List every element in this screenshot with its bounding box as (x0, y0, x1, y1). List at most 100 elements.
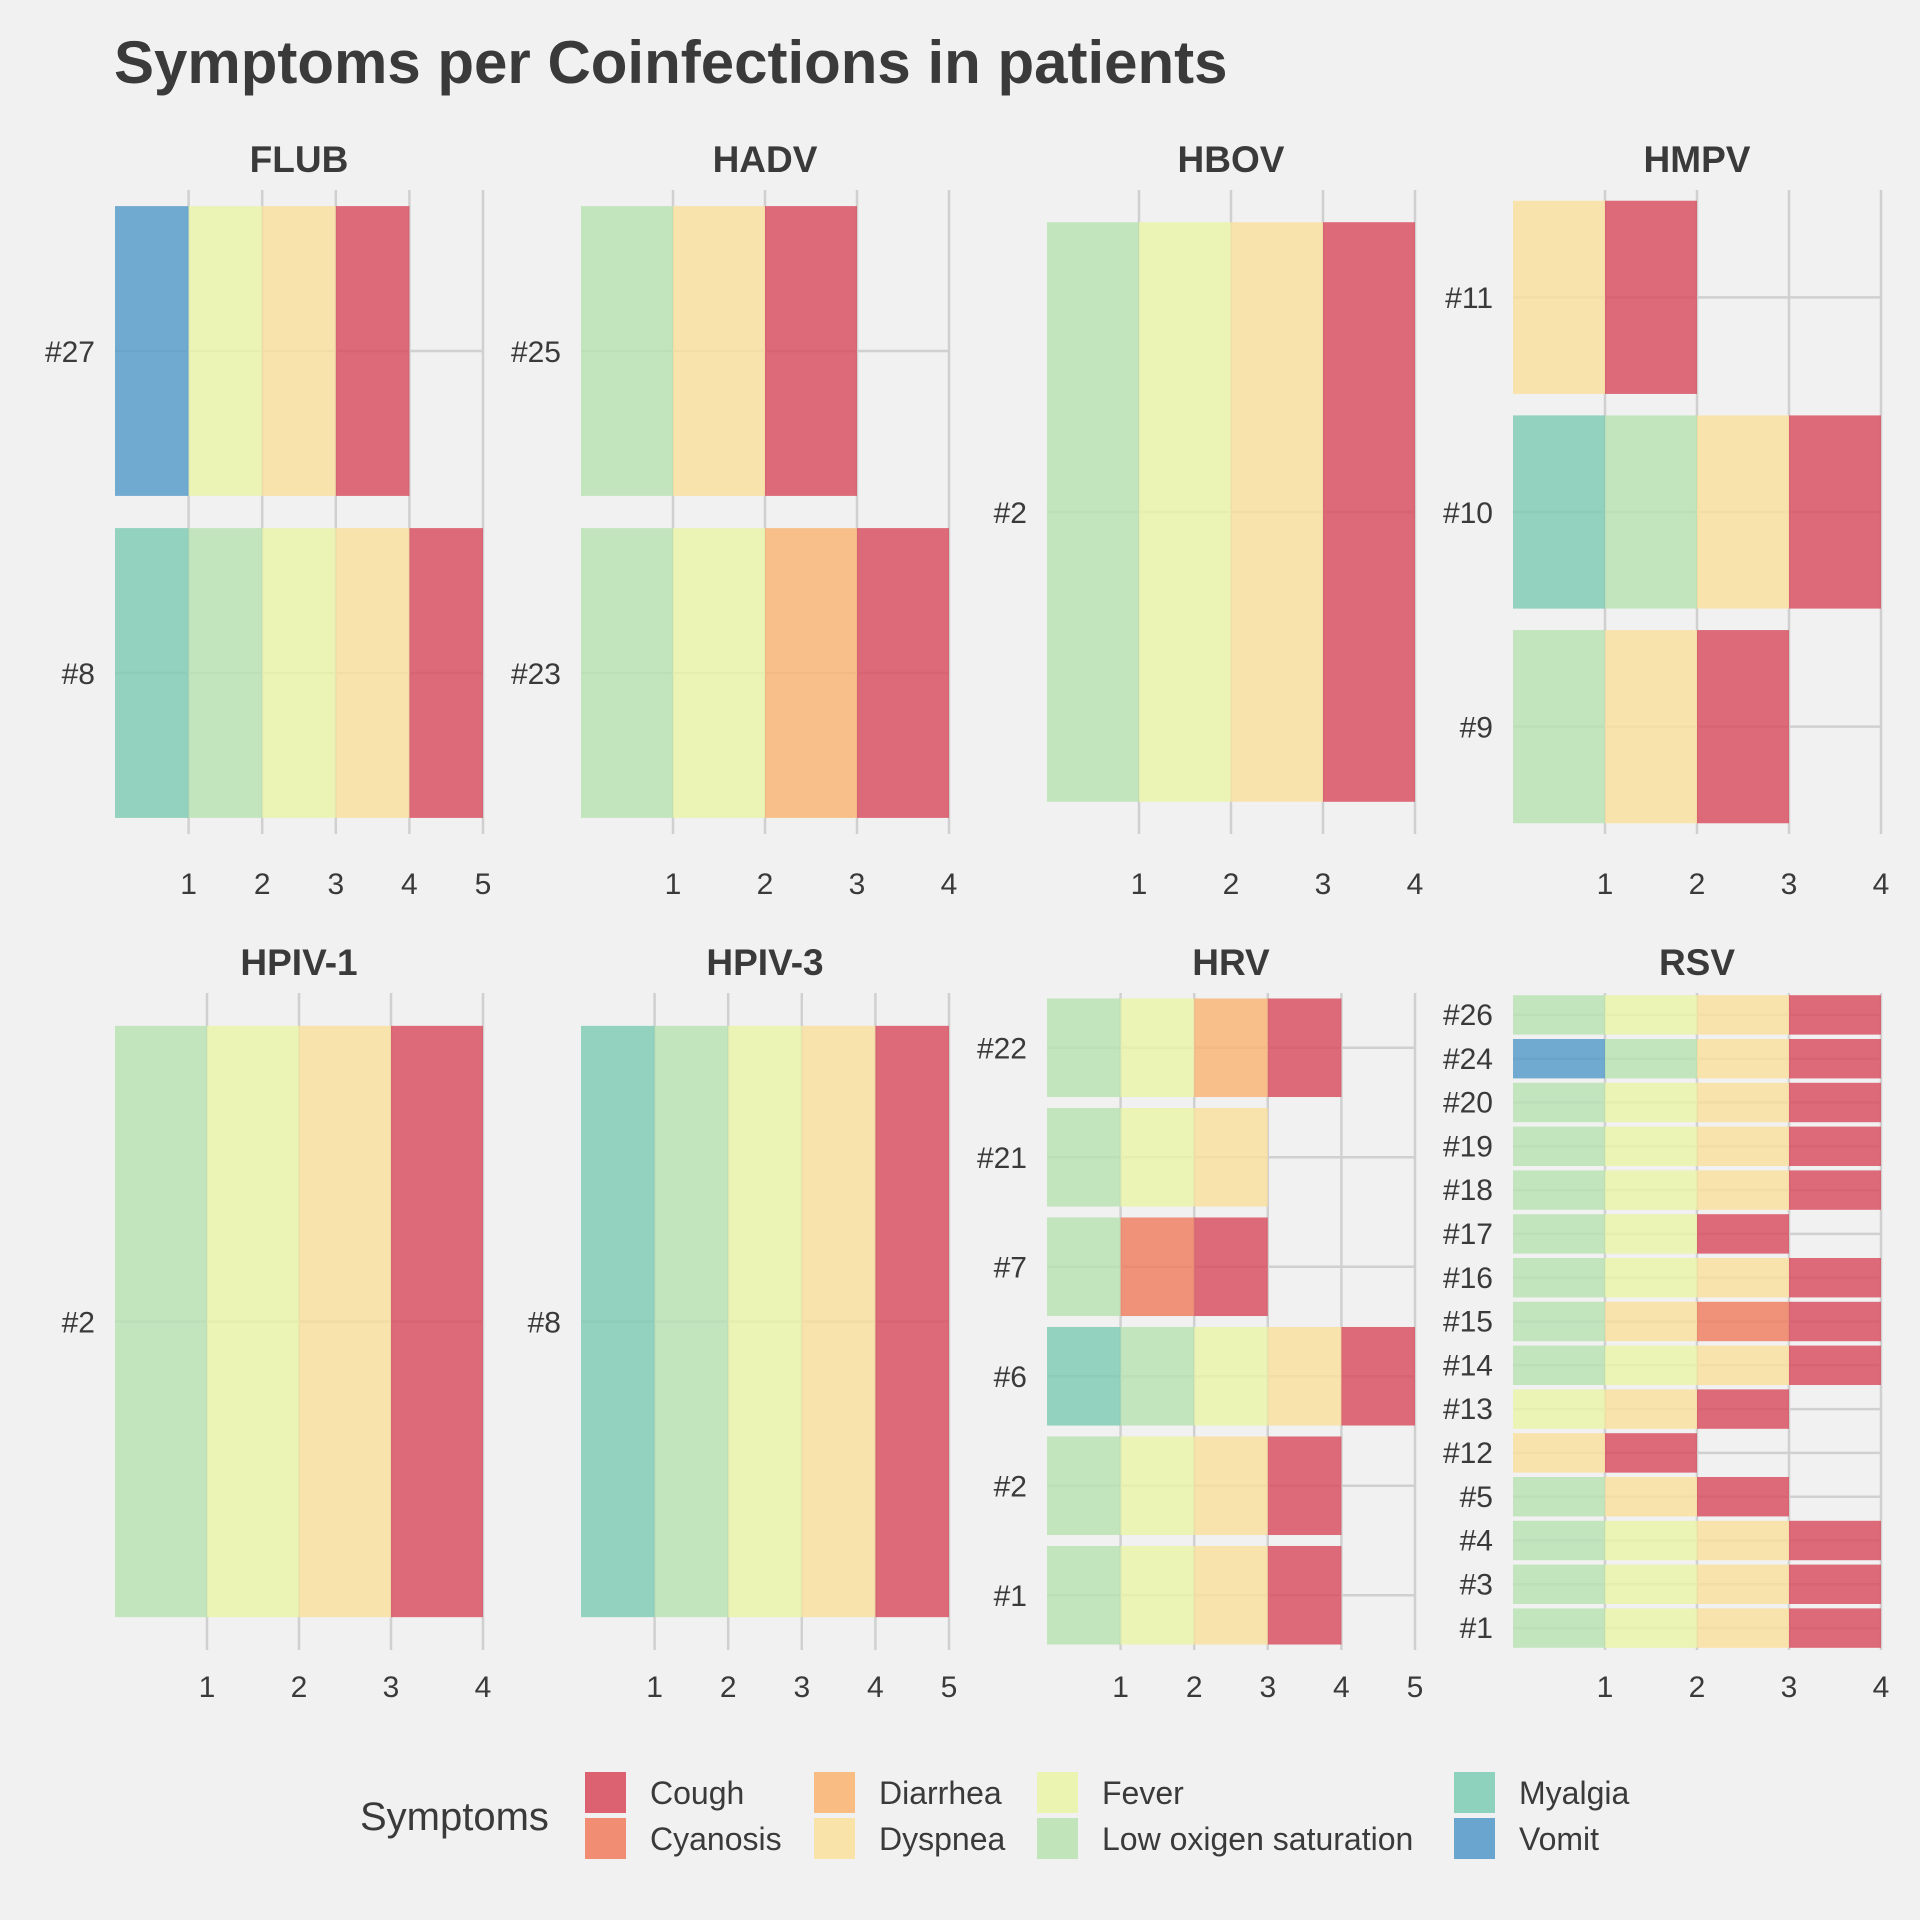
y-tick-label-hrv: #2 (994, 1471, 1027, 1504)
bar-segment-rsv-fever (1605, 1564, 1697, 1605)
bar-segment-hmpv-cough (1789, 415, 1881, 609)
bar-segment-hrv-cyanosis (1120, 1217, 1195, 1317)
bar-segment-hrv-fever (1120, 998, 1195, 1098)
y-tick-label-hadv: #25 (511, 336, 561, 369)
x-tick-label-hrv: 2 (1186, 1671, 1203, 1704)
bar-segment-hadv-fever (673, 528, 765, 818)
bar-segment-rsv-dyspnea (1697, 995, 1789, 1035)
bar-segment-flub-dyspnea (262, 206, 336, 496)
legend-swatch-myalgia (1454, 1772, 1495, 1813)
bar-segment-rsv-cough (1789, 1257, 1881, 1298)
bar-segment-hrv-dyspnea (1194, 1545, 1268, 1645)
bar-segment-flub-fever (262, 528, 336, 818)
bar-segment-rsv-low-oxigen-saturation (1605, 1038, 1697, 1079)
bar-segment-hpiv-3-cough (875, 1025, 949, 1618)
bar-segment-rsv-fever (1605, 1257, 1697, 1298)
x-tick-label-hmpv: 2 (1689, 868, 1706, 901)
bar-segment-hrv-low-oxigen-saturation (1120, 1326, 1195, 1426)
x-tick-label-rsv: 2 (1689, 1671, 1706, 1704)
y-tick-label-rsv: #1 (1460, 1612, 1493, 1645)
bar-segment-hpiv-3-dyspnea (801, 1025, 876, 1618)
bar-segment-rsv-low-oxigen-saturation (1513, 1520, 1605, 1561)
bar-segment-rsv-dyspnea (1697, 1126, 1789, 1167)
bar-segment-hmpv-low-oxigen-saturation (1513, 630, 1605, 824)
x-tick-label-rsv: 3 (1781, 1671, 1798, 1704)
x-tick-label-hpiv-1: 4 (475, 1671, 492, 1704)
x-tick-label-hpiv-3: 4 (867, 1671, 884, 1704)
bar-segment-hbov-dyspnea (1231, 222, 1323, 802)
bar-segment-hpiv-1-low-oxigen-saturation (115, 1025, 207, 1618)
bar-segment-rsv-low-oxigen-saturation (1513, 1214, 1605, 1254)
bar-segment-flub-cough (335, 206, 410, 496)
bar-segment-rsv-dyspnea (1697, 1520, 1789, 1561)
x-tick-label-hadv: 2 (757, 868, 774, 901)
x-tick-label-hmpv: 3 (1781, 868, 1798, 901)
bar-segment-hadv-low-oxigen-saturation (581, 528, 673, 818)
bar-segment-rsv-fever (1605, 1170, 1697, 1210)
bar-segment-rsv-fever (1605, 1520, 1697, 1561)
bar-segment-rsv-cough (1789, 1170, 1881, 1210)
bar-segment-rsv-low-oxigen-saturation (1513, 1082, 1605, 1123)
y-tick-label-rsv: #13 (1443, 1393, 1493, 1426)
y-tick-label-hmpv: #9 (1460, 711, 1493, 744)
x-tick-label-hpiv-1: 3 (383, 1671, 400, 1704)
facet-label-hpiv-3: HPIV-3 (706, 942, 823, 983)
bar-segment-rsv-dyspnea (1605, 1301, 1697, 1342)
bar-segment-rsv-cough (1605, 1433, 1697, 1473)
bar-segment-rsv-cough (1697, 1389, 1789, 1429)
y-tick-label-rsv: #26 (1443, 999, 1493, 1032)
bar-segment-hpiv-1-dyspnea (299, 1025, 391, 1618)
bar-segment-hpiv-3-myalgia (581, 1025, 655, 1618)
y-tick-label-hrv: #22 (977, 1033, 1027, 1066)
bar-segment-hpiv-3-fever (728, 1025, 802, 1618)
bar-segment-hadv-cough (765, 206, 857, 496)
y-tick-label-hpiv-3: #8 (528, 1306, 561, 1339)
bar-segment-hpiv-1-cough (391, 1025, 483, 1618)
bar-segment-hmpv-dyspnea (1697, 415, 1789, 609)
y-tick-label-flub: #8 (62, 658, 95, 691)
bar-segment-rsv-fever (1605, 995, 1697, 1035)
legend-swatch-cyanosis (585, 1818, 626, 1859)
x-tick-label-hrv: 5 (1407, 1671, 1424, 1704)
bar-segment-rsv-low-oxigen-saturation (1513, 1564, 1605, 1605)
x-tick-label-flub: 4 (401, 868, 418, 901)
bar-segment-hpiv-3-low-oxigen-saturation (654, 1025, 729, 1618)
x-tick-label-flub: 1 (180, 868, 197, 901)
bar-segment-rsv-dyspnea (1513, 1433, 1605, 1473)
bar-segment-rsv-low-oxigen-saturation (1513, 1170, 1605, 1210)
legend-title: Symptoms (360, 1795, 549, 1839)
y-tick-label-rsv: #18 (1443, 1174, 1493, 1207)
bar-segment-rsv-low-oxigen-saturation (1513, 1257, 1605, 1298)
x-tick-label-hpiv-3: 1 (646, 1671, 663, 1704)
bar-segment-hmpv-low-oxigen-saturation (1605, 415, 1697, 609)
legend-swatch-diarrhea (814, 1772, 855, 1813)
facet-label-flub: FLUB (250, 139, 349, 180)
bar-segment-hrv-myalgia (1047, 1326, 1121, 1426)
bar-segment-rsv-dyspnea (1697, 1608, 1789, 1648)
facet-label-hbov: HBOV (1178, 139, 1285, 180)
x-tick-label-hbov: 3 (1315, 868, 1332, 901)
bar-segment-hrv-cough (1341, 1326, 1415, 1426)
legend-label-low-oxigen-saturation: Low oxigen saturation (1102, 1821, 1413, 1857)
bar-segment-rsv-cough (1789, 1038, 1881, 1079)
x-tick-label-hrv: 1 (1112, 1671, 1129, 1704)
x-tick-label-hpiv-3: 2 (720, 1671, 737, 1704)
bar-segment-rsv-low-oxigen-saturation (1513, 1126, 1605, 1167)
y-tick-label-rsv: #19 (1443, 1130, 1493, 1163)
y-tick-label-flub: #27 (45, 336, 95, 369)
bar-segment-flub-low-oxigen-saturation (188, 528, 263, 818)
y-tick-label-hbov: #2 (994, 497, 1027, 530)
bar-segment-hbov-fever (1139, 222, 1231, 802)
bar-segment-hbov-low-oxigen-saturation (1047, 222, 1139, 802)
bar-segment-hrv-cough (1267, 998, 1342, 1098)
x-tick-label-hrv: 3 (1259, 1671, 1276, 1704)
y-tick-label-hrv: #7 (994, 1252, 1027, 1285)
bar-segment-hrv-low-oxigen-saturation (1047, 1107, 1121, 1207)
bar-segment-flub-dyspnea (335, 528, 410, 818)
bar-segment-rsv-fever (1605, 1345, 1697, 1386)
bar-segment-hrv-fever (1120, 1107, 1195, 1207)
facet-label-hmpv: HMPV (1644, 139, 1751, 180)
bar-segment-rsv-cough (1697, 1214, 1789, 1254)
